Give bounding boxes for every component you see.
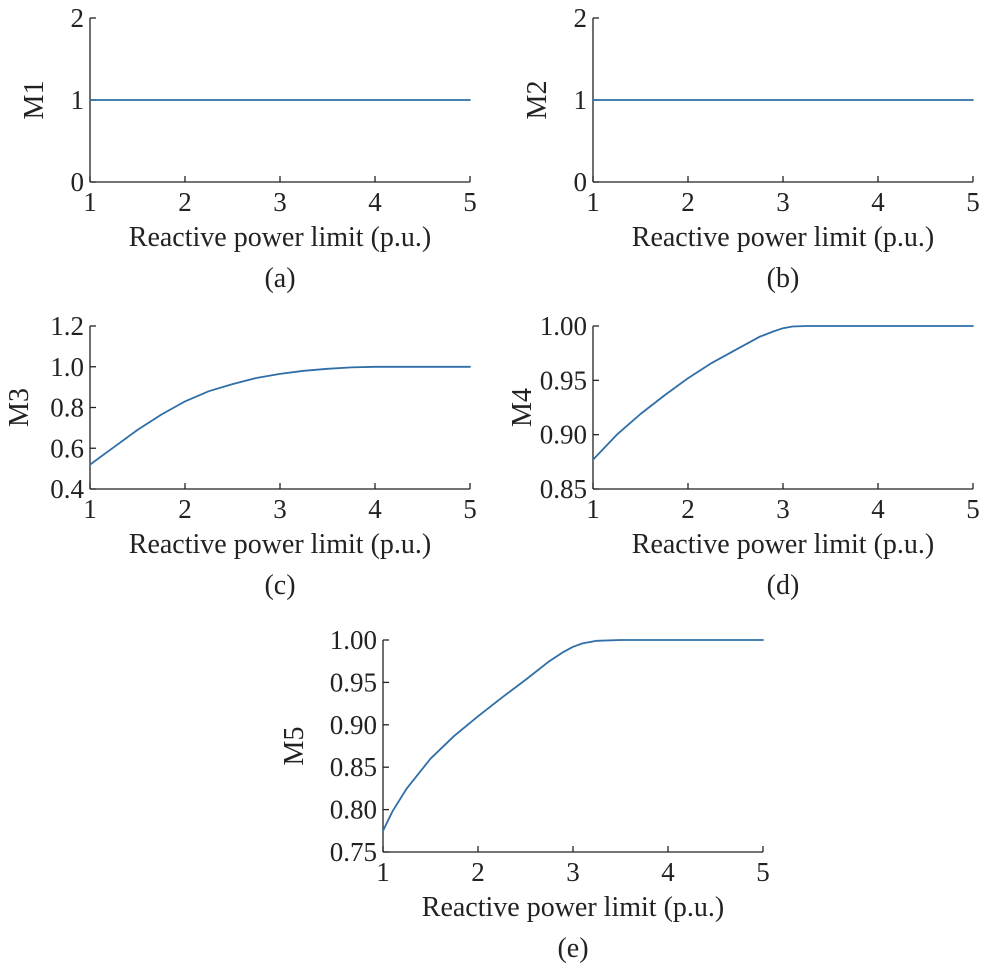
x-tick-label: 3 <box>273 187 287 217</box>
x-tick-label: 3 <box>566 857 580 887</box>
x-tick-label: 4 <box>871 187 885 217</box>
x-tick-label: 3 <box>776 494 790 524</box>
panel-label: (a) <box>264 263 295 294</box>
y-axis-label: M1 <box>19 81 50 120</box>
y-tick-label: 1.2 <box>50 311 84 341</box>
panel-label: (c) <box>264 570 295 601</box>
x-tick-label: 4 <box>871 494 885 524</box>
y-tick-label: 0.95 <box>330 667 377 697</box>
x-tick-label: 1 <box>586 494 600 524</box>
y-tick-label: 0.75 <box>330 837 377 867</box>
y-tick-label: 0.85 <box>540 474 587 504</box>
y-axis-label: M3 <box>4 388 35 427</box>
y-tick-label: 0.4 <box>50 474 84 504</box>
y-tick-label: 1.00 <box>540 311 587 341</box>
chart-panel-e: 1 2 3 4 5 0.75 0.80 0.85 0.90 0.95 1.00 Reactive po… <box>279 625 770 964</box>
y-tick-label: 0.6 <box>50 433 84 463</box>
x-axis-label: Reactive power limit (p.u.) <box>632 222 934 253</box>
y-tick-label: 1 <box>574 85 588 115</box>
y-tick-label: 1.0 <box>50 352 84 382</box>
y-tick-label: 1.00 <box>330 625 377 655</box>
x-tick-label: 5 <box>463 187 477 217</box>
y-tick-label: 1 <box>71 85 85 115</box>
x-tick-label: 3 <box>273 494 287 524</box>
y-axis-label: M2 <box>522 81 553 120</box>
series-line <box>89 365 471 466</box>
x-tick-label: 1 <box>376 857 390 887</box>
panel-label: (b) <box>767 263 800 294</box>
y-tick-label: 0.95 <box>540 365 587 395</box>
x-tick-label: 5 <box>966 187 980 217</box>
x-tick-label: 2 <box>471 857 485 887</box>
x-tick-label: 1 <box>83 494 97 524</box>
x-tick-label: 1 <box>586 187 600 217</box>
x-tick-label: 5 <box>966 494 980 524</box>
x-tick-label: 2 <box>681 187 695 217</box>
x-axis-label: Reactive power limit (p.u.) <box>129 222 431 253</box>
x-tick-label: 3 <box>776 187 790 217</box>
y-axis-label: M5 <box>279 727 310 766</box>
y-axis-label: M4 <box>507 388 538 427</box>
y-tick-label: 0.80 <box>330 795 377 825</box>
x-tick-label: 5 <box>463 494 477 524</box>
y-tick-label: 0 <box>574 167 588 197</box>
x-tick-label: 5 <box>756 857 770 887</box>
x-axis-label: Reactive power limit (p.u.) <box>129 529 431 560</box>
panel-label: (d) <box>767 570 800 601</box>
y-tick-label: 0 <box>71 167 85 197</box>
y-tick-label: 0.90 <box>330 710 377 740</box>
x-tick-label: 2 <box>178 494 192 524</box>
y-tick-label: 0.8 <box>50 393 84 423</box>
series-line <box>382 639 764 832</box>
y-tick-label: 0.90 <box>540 420 587 450</box>
x-axis-label: Reactive power limit (p.u.) <box>422 892 724 923</box>
x-tick-label: 1 <box>83 187 97 217</box>
x-tick-label: 2 <box>681 494 695 524</box>
panel-label: (e) <box>557 933 588 964</box>
chart-panel-c: 1 2 3 4 5 0.4 0.6 0.8 1.0 1.2 Reactive power limit… <box>4 311 477 601</box>
chart-panel-d: 1 2 3 4 5 0.85 0.90 0.95 1.00 Reactive power limi… <box>507 311 980 601</box>
x-tick-label: 4 <box>368 187 382 217</box>
x-tick-label: 4 <box>661 857 675 887</box>
x-tick-label: 4 <box>368 494 382 524</box>
y-tick-label: 2 <box>71 3 85 33</box>
y-tick-label: 0.85 <box>330 752 377 782</box>
x-axis-label: Reactive power limit (p.u.) <box>632 529 934 560</box>
y-tick-label: 2 <box>574 3 588 33</box>
series-line <box>592 325 974 461</box>
x-tick-label: 2 <box>178 187 192 217</box>
